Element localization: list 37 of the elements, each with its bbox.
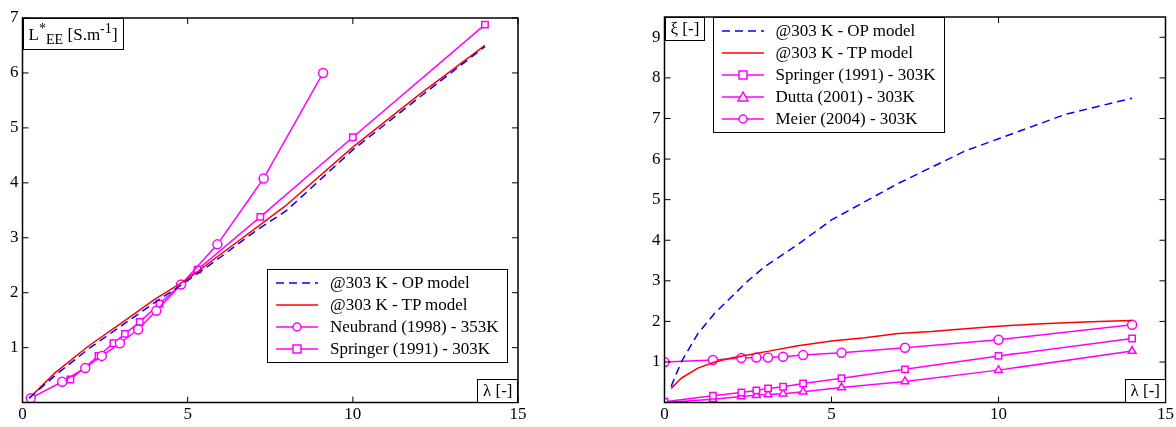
y-tick-label: 8 bbox=[652, 67, 661, 87]
y-tick-label: 5 bbox=[10, 117, 19, 137]
legend-label: Meier (2004) - 303K bbox=[775, 108, 918, 130]
y-tick-label: 2 bbox=[10, 282, 19, 302]
y-axis-title: L$^{*}$$_{EE}$ [S.m$^{-1}$] bbox=[22, 18, 124, 51]
y-tick-label: 6 bbox=[652, 148, 661, 168]
x-axis-title: λ [-] bbox=[477, 378, 519, 403]
y-tick-label: 1 bbox=[10, 337, 19, 357]
legend-label: Neubrand (1998) - 353K bbox=[330, 315, 499, 338]
y-tick-label: 2 bbox=[652, 310, 661, 330]
y-tick-label: 6 bbox=[10, 62, 19, 82]
y-tick-label: 7 bbox=[10, 7, 19, 27]
x-tick-label: 15 bbox=[1157, 404, 1174, 424]
y-tick-label: 3 bbox=[10, 227, 19, 247]
y-tick-label: 3 bbox=[652, 270, 661, 290]
y-axis-title: ξ [-] bbox=[664, 17, 706, 42]
x-tick-label: 0 bbox=[18, 404, 27, 424]
legend-label: @303 K - OP model bbox=[330, 271, 470, 294]
x-tick-label: 10 bbox=[990, 404, 1007, 424]
x-tick-label: 0 bbox=[660, 404, 669, 424]
x-tick-label: 10 bbox=[344, 404, 362, 424]
legend-label: Springer (1991) - 303K bbox=[330, 337, 491, 360]
x-tick-label: 5 bbox=[827, 404, 836, 424]
legend-label: @303 K - TP model bbox=[775, 42, 913, 64]
x-tick-label: 15 bbox=[509, 404, 527, 424]
legend-label: Springer (1991) - 303K bbox=[775, 64, 936, 86]
y-tick-label: 4 bbox=[652, 229, 661, 249]
y-tick-label: 4 bbox=[10, 172, 19, 192]
x-tick-label: 5 bbox=[183, 404, 192, 424]
y-tick-label: 9 bbox=[652, 26, 661, 46]
y-tick-label: 5 bbox=[652, 189, 661, 209]
y-tick-label: 7 bbox=[652, 107, 661, 127]
x-axis-title: λ [-] bbox=[1124, 378, 1166, 403]
y-tick-label: 1 bbox=[652, 351, 661, 371]
legend-label: @303 K - OP model bbox=[775, 20, 916, 42]
legend-label: @303 K - TP model bbox=[330, 293, 468, 316]
legend-label: Dutta (2001) - 303K bbox=[775, 86, 915, 108]
